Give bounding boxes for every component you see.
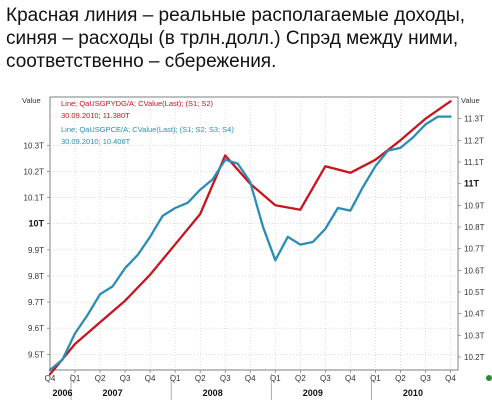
x-tick-label: Q1 xyxy=(70,374,81,383)
right-tick-label: 10.6T xyxy=(464,266,485,275)
x-tick-label: Q2 xyxy=(95,374,106,383)
left-tick-label: 10.2T xyxy=(24,167,45,176)
x-tick-label: Q3 xyxy=(120,374,131,383)
x-axis-quarter-ticks: Q4 Q1 Q2 Q3 Q4 Q1 Q2 Q3 Q4 Q1 Q2 Q3 Q4 Q1 Q2 Q3 Q4 xyxy=(45,370,456,383)
right-tick-label: 10.3T xyxy=(464,331,485,340)
x-tick-label: Q4 xyxy=(145,374,156,383)
x-tick-label: Q1 xyxy=(270,374,281,383)
right-tick-label: 11.1T xyxy=(464,158,484,167)
right-tick-label: 11.2T xyxy=(464,136,484,145)
legend-series-2-value: 30.09.2010; 10.406T xyxy=(61,137,131,146)
chart-title: Красная линия – реальные располагаемые д… xyxy=(6,5,466,72)
right-tick-label: 10.5T xyxy=(464,288,485,297)
x-tick-label: Q1 xyxy=(170,374,181,383)
x-tick-label: Q4 xyxy=(345,374,356,383)
year-label: 2010 xyxy=(403,388,423,398)
x-tick-label: Q2 xyxy=(395,374,406,383)
left-tick-label: 9.9T xyxy=(28,246,44,255)
left-axis-ticks: 9.5T 9.6T 9.7T 9.8T 9.9T 10T 10.1T 10.2T 10.3T xyxy=(24,141,50,359)
x-tick-label: Q4 xyxy=(245,374,256,383)
legend-series-2-name: Line; QaUSGPCE/A; CValue(Last); (S1; S2;… xyxy=(61,125,234,134)
right-tick-label: 10.4T xyxy=(464,310,485,319)
x-tick-label: Q3 xyxy=(420,374,431,383)
legend-series-1-value: 30.09.2010; 11.380T xyxy=(61,111,130,120)
legend: Line; QaUSGPYDG/A; CValue(Last); (S1; S2… xyxy=(61,99,234,146)
year-label: 2009 xyxy=(303,388,323,398)
x-tick-label: Q1 xyxy=(370,374,381,383)
vertical-grid xyxy=(74,97,451,370)
left-axis-label: Value xyxy=(22,96,41,105)
x-tick-label: Q2 xyxy=(195,374,206,383)
left-tick-label: 9.8T xyxy=(28,272,44,281)
year-label: 2007 xyxy=(103,388,123,398)
corner-marker-icon xyxy=(486,375,492,381)
series-layer xyxy=(48,100,452,376)
year-label: 2006 xyxy=(52,388,72,398)
x-tick-label: Q3 xyxy=(220,374,231,383)
x-tick-label: Q4 xyxy=(45,374,56,383)
x-tick-label: Q2 xyxy=(295,374,306,383)
right-tick-label: 11T xyxy=(464,179,480,189)
right-tick-label: 11.3T xyxy=(464,115,484,124)
x-tick-label: Q4 xyxy=(445,374,456,383)
x-tick-label: Q3 xyxy=(320,374,331,383)
right-axis-ticks: 10.2T 10.3T 10.4T 10.5T 10.6T 10.7T 10.8T 10.9T… xyxy=(458,115,485,362)
right-tick-label: 10.8T xyxy=(464,223,485,232)
x-axis-years: 2006 2007 2008 2009 2010 xyxy=(52,374,423,400)
left-tick-label: 9.7T xyxy=(28,298,44,307)
right-axis-label: Value xyxy=(461,96,480,105)
legend-series-1-name: Line; QaUSGPYDG/A; CValue(Last); (S1; S2… xyxy=(61,99,214,108)
left-tick-label: 10.3T xyxy=(24,141,45,150)
left-tick-label: 10.1T xyxy=(24,194,45,203)
left-tick-label: 9.5T xyxy=(28,350,44,359)
left-tick-label: 9.6T xyxy=(28,324,44,333)
year-label: 2008 xyxy=(203,388,223,398)
right-tick-label: 10.9T xyxy=(464,201,485,210)
spending-line xyxy=(48,115,452,372)
left-tick-label: 10T xyxy=(28,219,44,229)
right-tick-label: 10.2T xyxy=(464,353,485,362)
right-tick-label: 10.7T xyxy=(464,245,485,254)
plot-area xyxy=(49,96,459,371)
